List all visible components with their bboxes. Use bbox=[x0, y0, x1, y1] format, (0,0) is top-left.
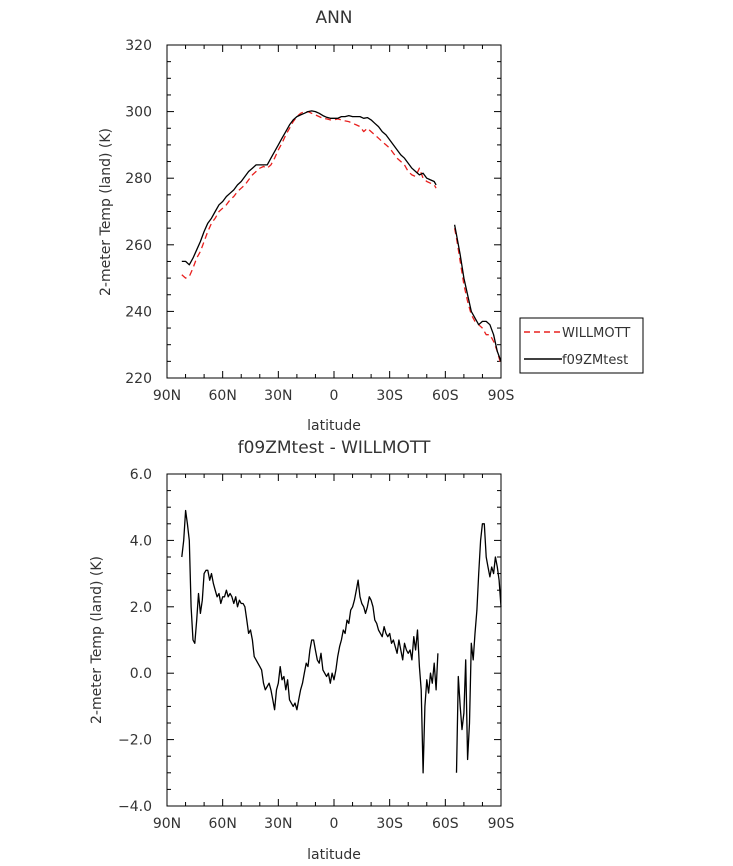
x-tick-label: 30N bbox=[264, 816, 292, 832]
x-tick-label: 30S bbox=[376, 816, 403, 832]
series-line-difference-0 bbox=[181, 509, 439, 774]
y-tick-labels: 220 240 260 280 300 320 bbox=[125, 38, 152, 387]
x-tick-label: 30N bbox=[264, 388, 292, 404]
series-line-f09zmtest-1 bbox=[453, 224, 502, 362]
x-tick-label: 30S bbox=[376, 388, 403, 404]
series-layer bbox=[181, 509, 502, 774]
legend-label-f09zmtest: f09ZMtest bbox=[562, 353, 628, 368]
series-layer bbox=[181, 110, 502, 365]
legend-label-willmott: WILLMOTT bbox=[562, 326, 630, 341]
series-line-willmott-0 bbox=[181, 110, 437, 279]
difference-chart-panel: f09ZMtest - WILLMOTT 90N 60N 30N 0 30S 60S 90S… bbox=[89, 438, 514, 863]
y-tick-label: 2.0 bbox=[130, 600, 152, 616]
y-axis-label: 2-meter Temp (land) (K) bbox=[89, 556, 105, 724]
y-tick-label: −4.0 bbox=[118, 799, 152, 815]
y-tick-label: −2.0 bbox=[118, 733, 152, 749]
x-axis-label: latitude bbox=[307, 847, 361, 863]
y-tick-label: 220 bbox=[125, 371, 152, 387]
series-line-difference-1 bbox=[455, 523, 502, 773]
y-tick-labels: −4.0 −2.0 0.0 2.0 4.0 6.0 bbox=[118, 467, 152, 815]
x-tick-labels: 90N 60N 30N 0 30S 60S 90S bbox=[153, 388, 515, 404]
series-line-f09zmtest-0 bbox=[181, 110, 437, 266]
legend-box bbox=[519, 317, 644, 374]
y-tick-label: 260 bbox=[125, 238, 152, 254]
axis-ticks bbox=[166, 473, 502, 807]
y-tick-label: 6.0 bbox=[130, 467, 152, 483]
y-tick-label: 280 bbox=[125, 171, 152, 187]
y-tick-label: 240 bbox=[125, 304, 152, 320]
plot-frame bbox=[166, 473, 502, 807]
x-tick-label: 90N bbox=[153, 816, 181, 832]
y-tick-label: 320 bbox=[125, 38, 152, 54]
x-tick-labels: 90N 60N 30N 0 30S 60S 90S bbox=[153, 816, 515, 832]
plot-frame bbox=[166, 44, 502, 379]
x-tick-label: 90S bbox=[488, 816, 515, 832]
axis-ticks bbox=[166, 44, 502, 379]
y-axis-label: 2-meter Temp (land) (K) bbox=[98, 128, 114, 296]
x-axis-label: latitude bbox=[307, 418, 361, 434]
y-tick-label: 4.0 bbox=[130, 533, 152, 549]
series-line-willmott-1 bbox=[453, 228, 502, 365]
x-tick-label: 60N bbox=[209, 816, 237, 832]
x-tick-label: 90N bbox=[153, 388, 181, 404]
x-tick-label: 0 bbox=[330, 816, 339, 832]
chart-title: ANN bbox=[315, 8, 352, 28]
chart-title: f09ZMtest - WILLMOTT bbox=[238, 438, 431, 458]
x-tick-label: 60S bbox=[432, 816, 459, 832]
x-tick-label: 60N bbox=[209, 388, 237, 404]
x-tick-label: 60S bbox=[432, 388, 459, 404]
legend: WILLMOTT f09ZMtest bbox=[519, 317, 644, 374]
x-tick-label: 0 bbox=[330, 388, 339, 404]
x-tick-label: 90S bbox=[488, 388, 515, 404]
y-tick-label: 300 bbox=[125, 105, 152, 121]
temperature-chart-panel: ANN 90N 60N 30N 0 30S 60S 90S 220 240 260 280 300 3… bbox=[98, 8, 644, 434]
y-tick-label: 0.0 bbox=[130, 666, 152, 682]
